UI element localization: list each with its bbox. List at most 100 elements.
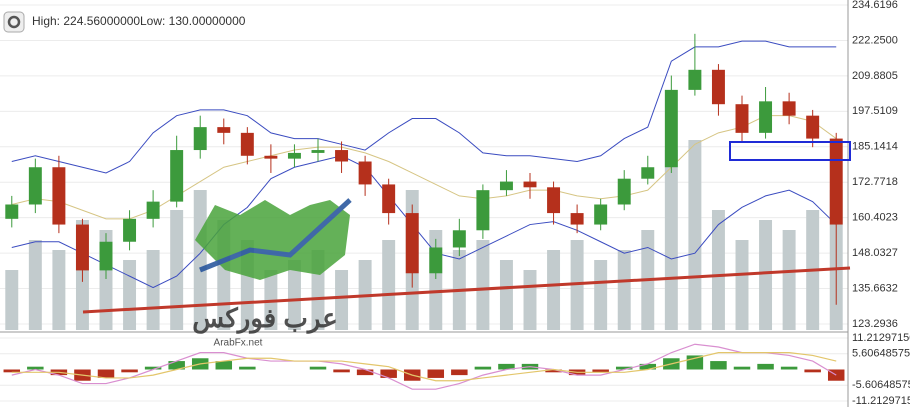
y-tick-label: -11.2129715 bbox=[852, 395, 910, 407]
price-layer bbox=[5, 33, 843, 305]
volume-bar bbox=[382, 240, 396, 330]
y-tick-label: 234.6196 bbox=[852, 0, 898, 11]
candle-body bbox=[641, 167, 655, 179]
logo-arrow bbox=[199, 198, 352, 273]
macd-bar bbox=[615, 366, 633, 370]
settings-button[interactable] bbox=[3, 11, 25, 33]
candle-body bbox=[735, 104, 749, 133]
candle-body bbox=[311, 150, 325, 153]
gear-icon[interactable] bbox=[7, 15, 21, 29]
y-tick-label: -5.60648575 bbox=[852, 379, 910, 391]
macd-bar bbox=[144, 366, 162, 370]
candle-body bbox=[759, 101, 773, 133]
macd-bar bbox=[333, 369, 350, 373]
candle-body bbox=[240, 132, 254, 156]
macd-bar bbox=[804, 369, 821, 373]
y-tick-label: 222.2500 bbox=[852, 34, 898, 46]
watermark-arabic: عرب فوركس bbox=[192, 303, 338, 334]
low-label: Low: 130.00000000 bbox=[140, 14, 246, 28]
macd-bar bbox=[592, 369, 609, 373]
candle-body bbox=[688, 69, 702, 90]
volume-bar bbox=[123, 260, 137, 330]
y-tick-label: 209.8805 bbox=[852, 70, 898, 82]
macd-bar bbox=[427, 369, 445, 378]
macd-bar bbox=[639, 363, 657, 370]
macd-bar bbox=[498, 363, 515, 370]
candle-body bbox=[335, 150, 349, 162]
band-upper bbox=[11, 40, 837, 174]
highlight-box bbox=[729, 141, 851, 161]
y-tick-label: 123.2936 bbox=[852, 318, 898, 330]
candle-body bbox=[5, 204, 19, 219]
macd-bar bbox=[215, 361, 233, 370]
volume-bar bbox=[735, 240, 749, 330]
candle-body bbox=[711, 69, 725, 105]
y-tick-label: 11.21297150 bbox=[852, 332, 910, 344]
volume-bar bbox=[476, 240, 490, 330]
candle-body bbox=[405, 213, 419, 274]
volume-bar bbox=[759, 220, 773, 330]
macd-bar bbox=[27, 366, 44, 370]
candle-body bbox=[146, 201, 160, 219]
volume-bar bbox=[170, 210, 184, 330]
candle-body bbox=[499, 181, 513, 191]
candle-body bbox=[264, 155, 278, 159]
candle-body bbox=[617, 178, 631, 205]
macd-bar bbox=[757, 363, 774, 370]
candle-body bbox=[170, 150, 184, 202]
candle-body bbox=[123, 218, 137, 242]
candle-body bbox=[547, 187, 561, 214]
candle-body bbox=[193, 127, 207, 151]
volume-bar bbox=[617, 250, 631, 330]
candle-body bbox=[806, 115, 820, 139]
candle-body bbox=[829, 138, 843, 225]
y-tick-label: 172.7718 bbox=[852, 176, 898, 188]
macd-bar bbox=[710, 361, 727, 370]
candle-body bbox=[429, 247, 443, 274]
candle-body bbox=[452, 230, 466, 248]
candle-body bbox=[664, 89, 678, 168]
price-axis: 234.6196 222.2500 209.8805 197.5109 185.1414… bbox=[852, 0, 910, 407]
volume-bar bbox=[287, 260, 301, 330]
volume-bar bbox=[594, 260, 608, 330]
logo-map bbox=[195, 200, 350, 280]
trend-line bbox=[82, 266, 851, 314]
macd-bar bbox=[380, 369, 397, 378]
candle-body bbox=[523, 181, 537, 188]
candle-body bbox=[476, 190, 490, 231]
volume-bar bbox=[523, 270, 537, 330]
candle-body bbox=[287, 152, 301, 159]
high-label: High: 224.56000000 bbox=[32, 14, 140, 28]
grid bbox=[0, 4, 848, 402]
candle-body bbox=[28, 167, 42, 205]
macd-bar bbox=[356, 369, 374, 376]
macd-bar bbox=[780, 366, 798, 370]
macd-line bbox=[11, 343, 837, 390]
volume-bar bbox=[28, 240, 42, 330]
candle-body bbox=[782, 101, 796, 116]
y-tick-label: 197.5109 bbox=[852, 105, 898, 117]
macd-bar bbox=[733, 366, 751, 370]
watermark-site: ArabFx.net bbox=[214, 338, 263, 349]
candle-body bbox=[570, 213, 584, 225]
candle-body bbox=[217, 127, 231, 133]
y-tick-label: 148.0327 bbox=[852, 247, 898, 259]
candle-body bbox=[594, 204, 608, 225]
volume-bar bbox=[711, 210, 725, 330]
volume-bar bbox=[782, 230, 796, 330]
macd-bar bbox=[3, 369, 21, 373]
candle-body bbox=[358, 161, 372, 185]
candle-body bbox=[382, 184, 396, 214]
volume-bar bbox=[52, 250, 66, 330]
volume-bar bbox=[5, 270, 19, 330]
volume-bar bbox=[547, 250, 561, 330]
volume-bar bbox=[499, 260, 513, 330]
y-tick-label: 185.1414 bbox=[852, 141, 898, 153]
macd-bar bbox=[97, 369, 115, 378]
macd-bar bbox=[168, 361, 185, 370]
volume-bar bbox=[335, 270, 349, 330]
signal-line bbox=[11, 352, 837, 382]
y-tick-label: 5.60648575 bbox=[852, 348, 910, 360]
